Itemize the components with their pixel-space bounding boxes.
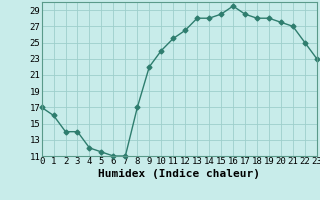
X-axis label: Humidex (Indice chaleur): Humidex (Indice chaleur)	[98, 169, 260, 179]
